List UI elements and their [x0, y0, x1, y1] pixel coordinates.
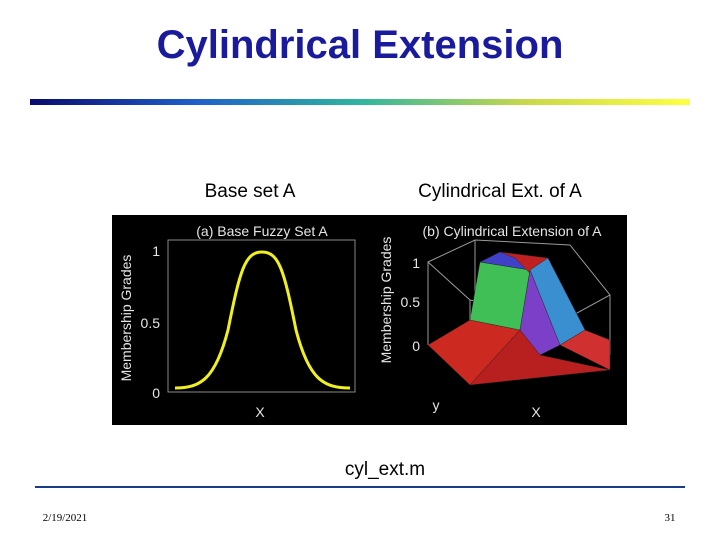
- caption: Cylindrical Ext. of A: [418, 181, 582, 202]
- page-number: 31: [665, 512, 676, 524]
- panel-title: (a) Base Fuzzy Set A: [196, 223, 328, 239]
- slide-title: Cylindrical Extension: [157, 23, 564, 67]
- membership-curve: [174, 250, 351, 390]
- tick-label: 1: [152, 243, 160, 259]
- tick-label: 0: [412, 338, 420, 354]
- panel-title: (b) Cylindrical Extension of A: [423, 223, 603, 239]
- tick-label: 0.5: [401, 294, 421, 310]
- caption: Base set A: [205, 181, 296, 202]
- y-label: Membership Grades: [378, 237, 394, 364]
- x-label: X: [255, 404, 265, 420]
- footer-date: 2/19/2021: [43, 512, 88, 524]
- tick-label: 1: [412, 255, 420, 271]
- y-label: Membership Grades: [118, 255, 134, 382]
- axis-label: y: [433, 397, 440, 413]
- tick-label: 0: [152, 385, 160, 401]
- file-name: cyl_ext.m: [345, 459, 425, 480]
- axes-box: [167, 239, 356, 393]
- axis-label: X: [531, 404, 541, 420]
- tick-label: 0.5: [141, 315, 161, 331]
- title-bar: [30, 99, 690, 105]
- surface: [427, 251, 611, 386]
